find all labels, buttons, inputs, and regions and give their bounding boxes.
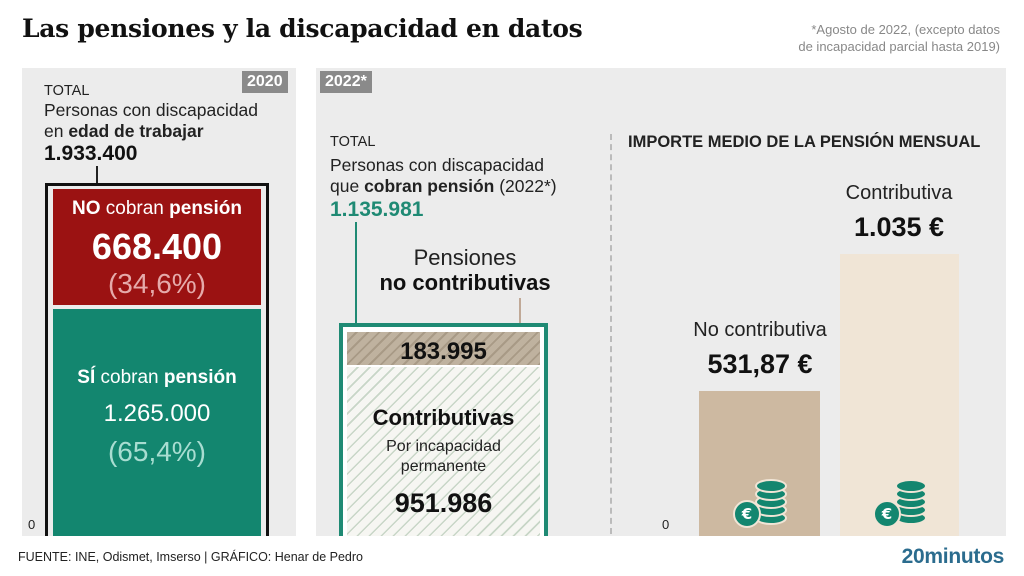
bar-no-contributivas: [347, 332, 540, 365]
right-header: IMPORTE MEDIO DE LA PENSIÓN MENSUAL: [628, 133, 981, 151]
si-label-mid: cobran: [95, 367, 164, 388]
no-label-bold1: NO: [72, 198, 101, 219]
c-value: 951.986: [394, 488, 493, 518]
nc-label-line2: no contributivas: [379, 270, 551, 295]
svg-text:€: €: [741, 505, 752, 523]
si-cobran-percent: (65,4%): [107, 436, 207, 467]
euro-coins-icon: €: [731, 474, 791, 530]
left-total-label: TOTAL: [44, 83, 90, 99]
note-line-1: *Agosto de 2022, (excepto datos: [811, 22, 1000, 37]
bar-contributivas: [347, 365, 540, 536]
si-cobran-value: 1.265.000: [103, 400, 211, 427]
pension-no-contributiva-value: 531,87 €: [707, 349, 813, 379]
left-desc-line2-pre: en: [44, 121, 69, 141]
pension-contributiva-value: 1.035 €: [853, 212, 945, 242]
middle-desc-line2-bold: cobran pensión: [364, 176, 495, 196]
bar-si-cobran: [53, 309, 261, 536]
note-line-2: de incapacidad parcial hasta 2019): [798, 39, 1000, 54]
c-sub-line1: Por incapacidad: [386, 438, 501, 455]
no-label-bold2: pensión: [169, 198, 242, 219]
footer-source: FUENTE: INE, Odismet, Imserso | GRÁFICO:…: [18, 550, 364, 564]
no-label-mid: cobran: [100, 198, 170, 219]
left-total-value: 1.933.400: [44, 142, 138, 165]
left-axis-zero: 0: [28, 517, 36, 532]
pension-contributiva-label: Contributiva: [845, 182, 953, 204]
si-label-bold1: SÍ: [77, 367, 96, 388]
middle-desc-line1: Personas con discapacidad: [330, 155, 545, 175]
middle-total-value: 1.135.981: [330, 198, 424, 221]
bar-no-cobran: [53, 189, 261, 305]
left-connector-line: [96, 166, 98, 184]
si-label-bold2: pensión: [163, 367, 237, 388]
no-cobran-label: NO cobran pensión: [53, 198, 261, 220]
middle-total-label: TOTAL: [330, 134, 376, 150]
middle-connector-line: [355, 222, 357, 326]
nc-label-line1: Pensiones: [413, 245, 517, 270]
year-tag-2020: 2020: [242, 71, 288, 93]
nc-value: 183.995: [400, 338, 487, 365]
left-desc-line2-bold: edad de trabajar: [68, 121, 204, 141]
c-sub-line2: permanente: [400, 458, 487, 475]
year-tag-2022: 2022*: [320, 71, 372, 93]
svg-text:€: €: [881, 505, 892, 523]
page-title: Las pensiones y la discapacidad en datos: [22, 14, 583, 43]
no-cobran-percent: (34,6%): [107, 268, 207, 299]
brand-logo: 20minutos: [901, 545, 1005, 568]
euro-coins-icon: €: [871, 474, 931, 530]
middle-desc-line2: que cobran pensión (2022*): [330, 176, 557, 196]
si-cobran-label: SÍ cobran pensión: [53, 367, 261, 389]
nc-connector-line: [519, 298, 521, 334]
left-total-outline: [45, 183, 269, 536]
section-divider: [610, 134, 612, 534]
left-desc-line1: Personas con discapacidad: [44, 100, 259, 120]
left-desc-line2: en edad de trabajar: [44, 121, 204, 141]
pension-no-contributiva-label: No contributiva: [693, 319, 827, 341]
middle-desc-line2-pre: que: [330, 176, 365, 196]
c-title: Contributivas: [372, 405, 515, 430]
middle-desc-line2-post: (2022*): [494, 176, 557, 196]
right-axis-zero: 0: [662, 517, 670, 532]
no-cobran-value: 668.400: [91, 226, 223, 267]
